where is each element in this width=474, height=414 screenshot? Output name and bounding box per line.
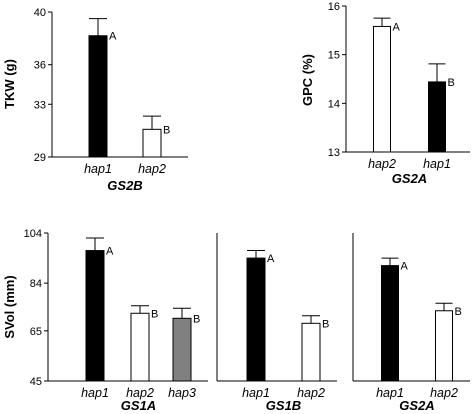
panel-4-category-label: hap1 (242, 386, 270, 400)
panel-3-y-tick-label: 65 (30, 326, 42, 338)
panel-2-y-tick-label: 14 (328, 98, 340, 110)
panel-2-y-tick-label: 13 (328, 147, 340, 159)
panel-2-significance-letter: A (393, 21, 401, 33)
panel-1-x-axis-title: GS2B (107, 178, 142, 193)
panel-4-significance-letter: B (322, 318, 329, 330)
panel-2-y-tick-label: 16 (328, 1, 340, 13)
panel-2-y-axis-title: GPC (%) (300, 54, 315, 106)
panel-5-bar-hap1 (381, 265, 399, 382)
panel-1-y-tick-label: 40 (34, 7, 46, 19)
panel-3-category-label: hap1 (81, 386, 109, 400)
panel-4-significance-letter: A (267, 253, 275, 265)
panel-1-y-tick-label: 33 (34, 99, 46, 111)
panel-1-y-tick-label: 36 (34, 60, 46, 72)
panel-4-category-label: hap2 (297, 386, 325, 400)
panel-2-significance-letter: B (448, 77, 455, 89)
panel-5-significance-letter: B (455, 306, 462, 318)
panel-3-category-label: hap3 (168, 386, 196, 400)
panel-3-bar-hap3 (172, 317, 192, 382)
panel-1-y-tick-label: 29 (34, 152, 46, 164)
panel-4-bar-hap2 (301, 322, 321, 382)
panel-3-bar-hap1 (85, 250, 105, 382)
panel-3-y-tick-label: 84 (30, 278, 42, 290)
panel-1-y-axis-title: TKW (g) (2, 59, 17, 109)
panel-3-significance-letter: B (151, 308, 158, 320)
panel-3-significance-letter: B (193, 313, 200, 325)
panel-3-x-axis-title: GS1A (121, 398, 156, 413)
panel-5-category-label: hap2 (430, 386, 458, 400)
panel-1-category-label: hap2 (138, 162, 166, 176)
panel-3-category-label: hap2 (126, 386, 154, 400)
panel-2-bar-hap2 (373, 25, 391, 153)
panel-5-x-axis-title: GS2A (399, 398, 434, 413)
panel-3-y-tick-label: 45 (30, 376, 42, 388)
panel-4-x-axis-title: GS1B (266, 398, 301, 413)
panel-2-y-tick-label: 15 (328, 50, 340, 62)
panel-1-category-label: hap1 (84, 162, 112, 176)
panel-5-category-label: hap1 (376, 386, 404, 400)
panel-1-bar-hap2 (142, 128, 162, 158)
panel-5-bar-hap2 (435, 310, 453, 382)
panel-3-bar-hap2 (130, 312, 150, 382)
panel-3-significance-letter: A (106, 246, 114, 258)
panel-3-y-axis-title: SVol (mm) (2, 275, 17, 338)
panel-3-y-tick-label: 104 (24, 228, 42, 240)
panel-4-bar-hap1 (246, 257, 266, 382)
panel-2-category-label: hap1 (423, 157, 451, 171)
panel-2-category-label: hap2 (368, 157, 396, 171)
panel-2-x-axis-title: GS2A (392, 171, 427, 186)
panel-1-significance-letter: A (109, 31, 117, 43)
panel-1-bar-hap1 (88, 35, 108, 158)
panel-1-significance-letter: B (163, 124, 170, 136)
panel-2-bar-hap1 (428, 81, 446, 153)
panel-5-significance-letter: A (401, 261, 409, 273)
